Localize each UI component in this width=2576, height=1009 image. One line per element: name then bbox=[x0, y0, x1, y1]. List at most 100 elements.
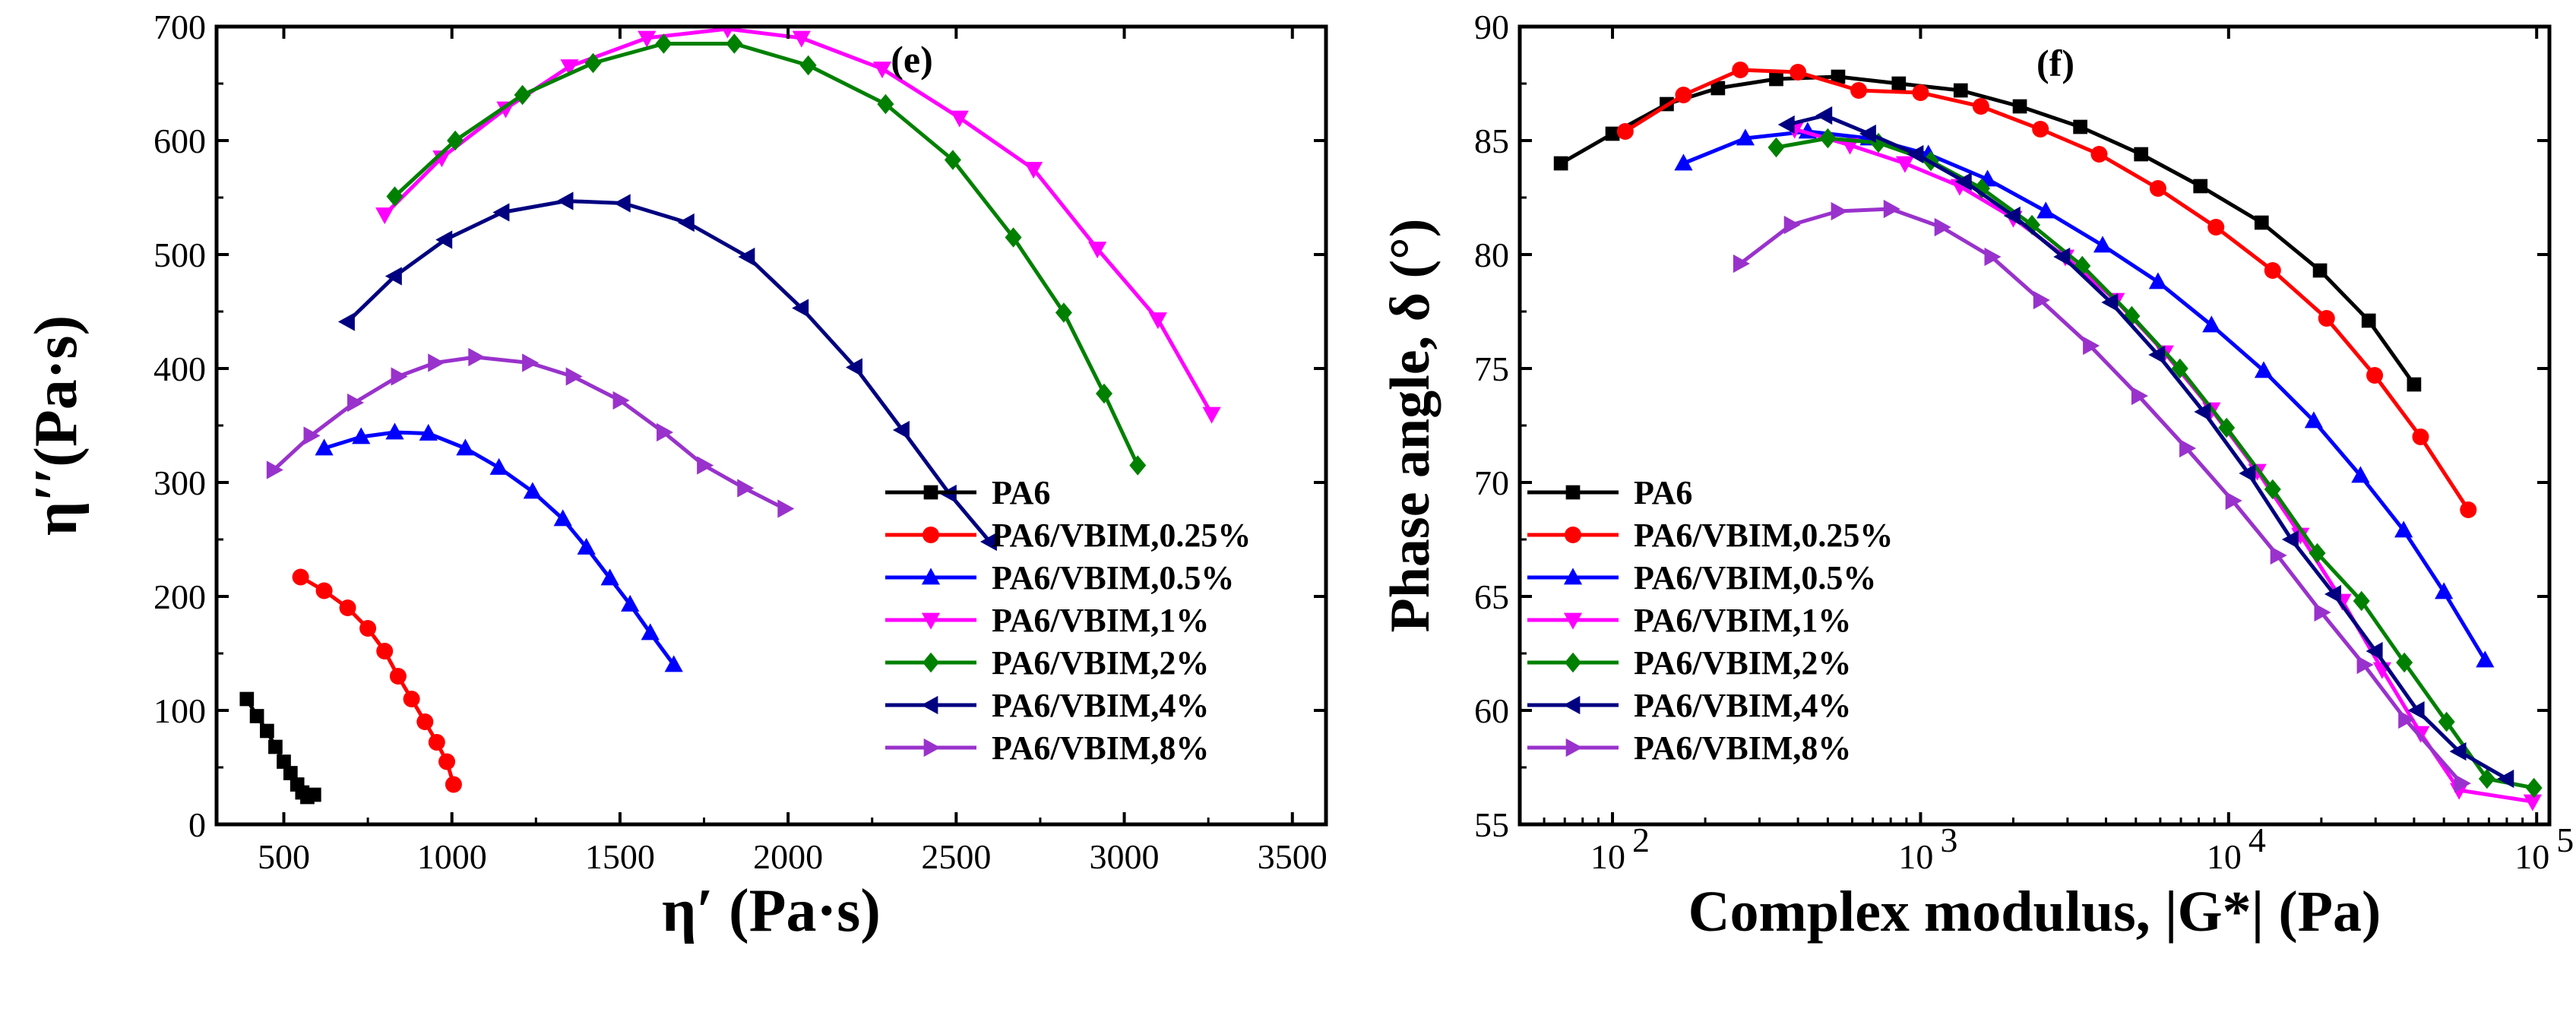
data-point-series-5 bbox=[792, 299, 809, 318]
data-point-series-5 bbox=[2101, 293, 2119, 312]
data-point-series-5 bbox=[2449, 742, 2467, 761]
data-point-series-2 bbox=[419, 423, 438, 441]
data-point-series-5 bbox=[979, 532, 997, 552]
data-point-series-0 bbox=[1953, 83, 1968, 98]
series-line-4 bbox=[393, 42, 1140, 467]
legend-marker-6 bbox=[923, 738, 941, 758]
legend-label-0: PA6 bbox=[992, 474, 1050, 511]
data-point-series-5 bbox=[738, 247, 755, 267]
data-point-series-2 bbox=[2254, 361, 2274, 378]
data-point-series-2 bbox=[641, 623, 660, 641]
data-point-series-4 bbox=[2171, 358, 2188, 379]
legend-label-0: PA6 bbox=[1634, 474, 1692, 511]
data-point-series-1 bbox=[1616, 123, 1634, 140]
data-point-series-1 bbox=[359, 620, 377, 637]
series-line-1 bbox=[299, 575, 456, 786]
legend: PA6 PA6/VBIM,0.25% PA6/VBIM,0.5% PA6/VBIM,1… bbox=[885, 474, 1251, 767]
data-point-series-2 bbox=[2394, 520, 2413, 538]
data-point-series-4 bbox=[726, 33, 743, 54]
y-axis-label: η′′(Pa·s) bbox=[23, 315, 90, 536]
x-tick-label: 10 bbox=[2514, 837, 2549, 876]
data-point-series-4 bbox=[514, 84, 531, 106]
x-axis-label: η′ (Pa·s) bbox=[662, 878, 881, 944]
legend-label-5: PA6/VBIM,4% bbox=[1634, 687, 1851, 724]
x-tick-exponent: 4 bbox=[2248, 821, 2266, 859]
x-tick-label: 10 bbox=[2207, 837, 2242, 876]
x-axis-label: Complex modulus, |G*| (Pa) bbox=[1688, 880, 2381, 944]
legend-marker-3 bbox=[1563, 612, 1583, 630]
y-tick-label: 85 bbox=[1474, 122, 1509, 160]
x-tick-exponent: 5 bbox=[2556, 821, 2574, 859]
data-point-series-1 bbox=[2090, 146, 2108, 163]
data-point-series-5 bbox=[892, 420, 910, 440]
data-point-series-6 bbox=[2356, 655, 2374, 675]
data-point-series-4 bbox=[2309, 542, 2326, 564]
data-point-series-1 bbox=[2318, 310, 2335, 327]
data-point-series-0 bbox=[1891, 76, 1907, 91]
legend-label-1: PA6/VBIM,0.25% bbox=[992, 517, 1251, 554]
data-point-series-6 bbox=[2454, 773, 2471, 793]
data-point-series-6 bbox=[2270, 546, 2287, 565]
data-point-series-3 bbox=[1148, 312, 1167, 330]
series-line-5 bbox=[1786, 113, 2508, 781]
data-point-series-4 bbox=[1870, 132, 1888, 153]
data-point-series-4 bbox=[944, 150, 961, 170]
data-point-series-4 bbox=[1973, 178, 1990, 199]
data-point-series-6 bbox=[2314, 603, 2331, 622]
data-point-series-5 bbox=[337, 312, 355, 331]
legend-label-2: PA6/VBIM,0.5% bbox=[1634, 559, 1876, 596]
legend-label-4: PA6/VBIM,2% bbox=[992, 644, 1209, 682]
data-point-series-4 bbox=[1005, 227, 1022, 248]
x-tick-label: 10 bbox=[1898, 837, 1933, 876]
series-line-0 bbox=[1559, 74, 2416, 386]
y-tick-label: 600 bbox=[153, 122, 206, 160]
data-point-series-5 bbox=[1954, 172, 1972, 191]
data-point-series-3 bbox=[872, 62, 892, 79]
data-point-series-5 bbox=[492, 203, 510, 222]
data-point-series-5 bbox=[2407, 701, 2425, 720]
data-point-series-0 bbox=[1710, 81, 1726, 96]
legend-label-5: PA6/VBIM,4% bbox=[992, 687, 1209, 724]
data-point-series-1 bbox=[1732, 62, 1749, 78]
data-point-series-4 bbox=[2218, 417, 2236, 438]
data-point-series-6 bbox=[657, 422, 674, 442]
data-point-series-5 bbox=[2324, 584, 2341, 604]
data-point-series-1 bbox=[389, 668, 407, 685]
data-point-series-1 bbox=[438, 753, 456, 770]
data-point-series-6 bbox=[2131, 386, 2148, 406]
legend-marker-2 bbox=[921, 568, 941, 585]
data-point-series-5 bbox=[2366, 641, 2383, 661]
legend-marker-4 bbox=[1565, 652, 1581, 673]
data-point-series-6 bbox=[1984, 247, 2002, 267]
data-point-series-1 bbox=[315, 582, 333, 599]
legend-marker-5 bbox=[921, 695, 938, 715]
data-point-series-1 bbox=[403, 691, 420, 707]
data-point-series-2 bbox=[1674, 153, 1693, 171]
data-point-series-1 bbox=[292, 568, 309, 586]
data-point-series-4 bbox=[447, 130, 464, 151]
x-tick-label: 1000 bbox=[417, 837, 487, 876]
data-point-series-6 bbox=[1831, 201, 1848, 221]
data-point-series-5 bbox=[385, 267, 402, 286]
data-point-series-0 bbox=[2134, 147, 2149, 162]
data-point-series-6 bbox=[391, 367, 408, 386]
data-point-series-0 bbox=[2254, 215, 2269, 230]
x-tick-label: 2000 bbox=[753, 837, 823, 876]
data-point-series-5 bbox=[2281, 530, 2299, 549]
data-point-series-2 bbox=[385, 422, 404, 440]
plot-area bbox=[1553, 62, 2543, 811]
data-point-series-0 bbox=[283, 766, 298, 780]
data-point-series-5 bbox=[1777, 115, 1795, 134]
data-point-series-2 bbox=[2148, 272, 2168, 289]
data-point-series-0 bbox=[260, 723, 274, 739]
legend-label-3: PA6/VBIM,1% bbox=[992, 602, 1209, 639]
legend-marker-0 bbox=[1565, 485, 1581, 500]
data-point-series-0 bbox=[268, 739, 283, 754]
y-tick-label: 75 bbox=[1474, 350, 1509, 388]
data-point-series-1 bbox=[416, 713, 434, 730]
data-point-series-5 bbox=[677, 213, 695, 232]
data-point-series-1 bbox=[2460, 501, 2477, 518]
legend-marker-0 bbox=[923, 485, 938, 500]
